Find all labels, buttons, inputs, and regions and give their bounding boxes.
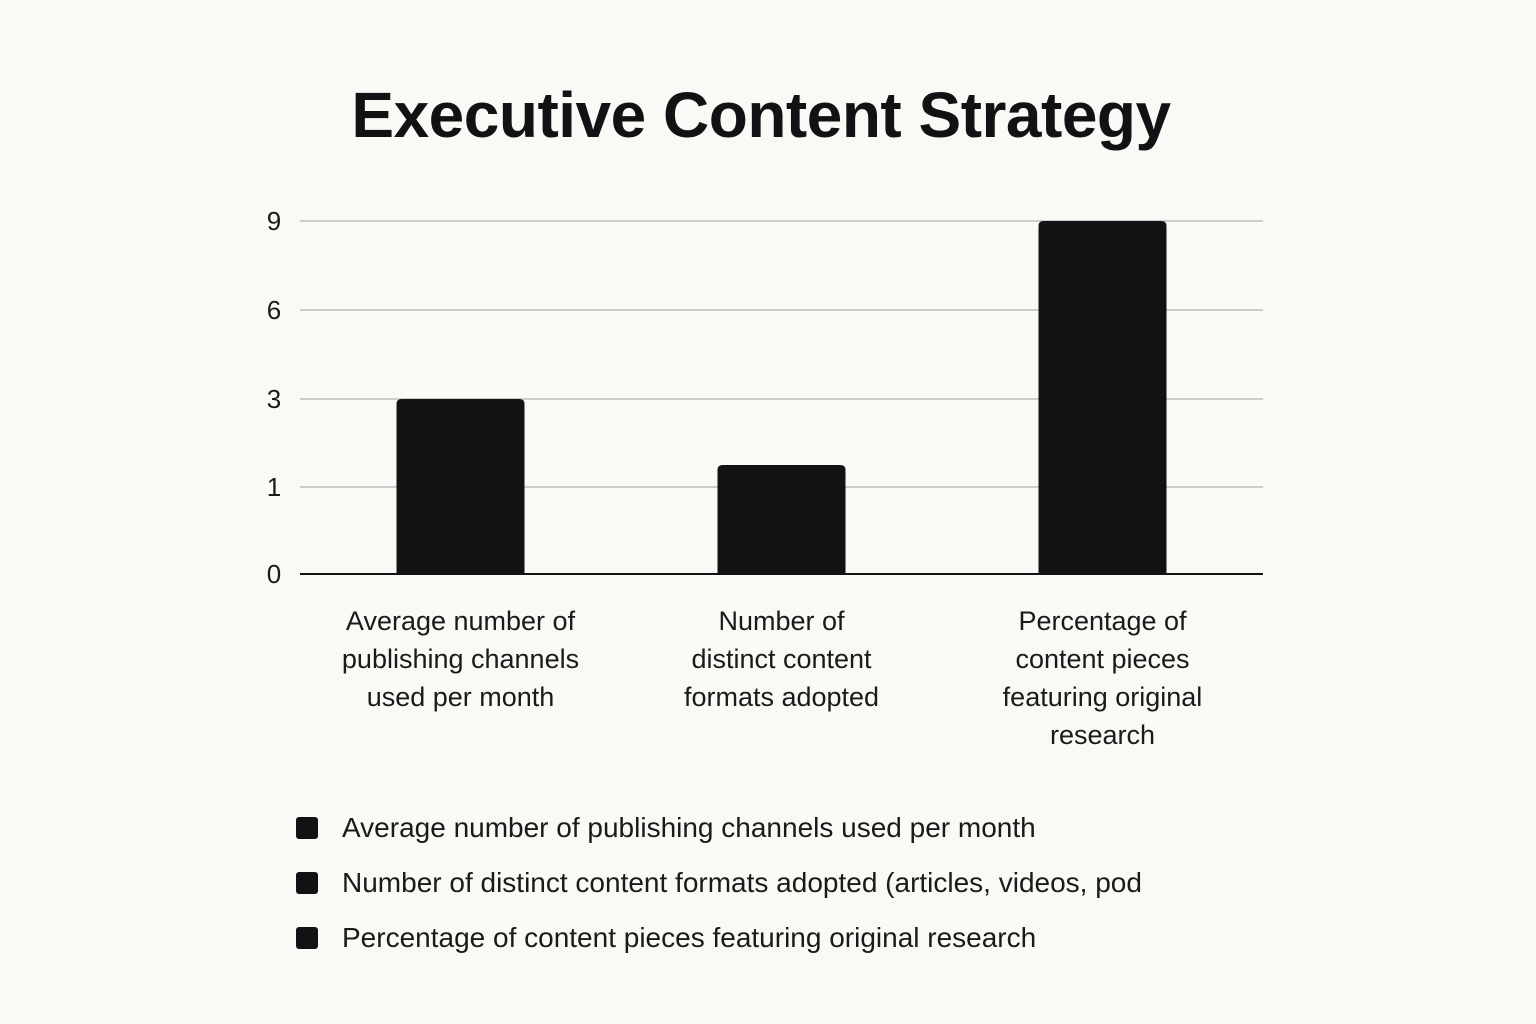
x-category-label: Average number of publishing channels used… (342, 606, 579, 712)
y-tick-label: 1 (267, 472, 281, 502)
legend: Average number of publishing channels us… (296, 800, 1216, 965)
y-tick-label: 0 (267, 559, 281, 589)
legend-item: Average number of publishing channels us… (296, 800, 1216, 855)
x-category-label-line: publishing channels (342, 644, 579, 674)
x-category-label-line: used per month (367, 682, 555, 712)
legend-label: Average number of publishing channels us… (342, 811, 1036, 843)
y-tick-label: 9 (267, 206, 281, 236)
x-category-label-line: distinct content (691, 644, 872, 674)
legend-item: Number of distinct content formats adopt… (296, 855, 1216, 910)
bar (396, 399, 525, 574)
x-category-label-line: content pieces (1015, 644, 1189, 674)
x-category-label-line: Percentage of (1018, 606, 1187, 636)
x-category-label-line: Number of (718, 606, 845, 636)
x-category-label: Percentage of content pieces featuring ori… (1003, 606, 1203, 750)
legend-item: Percentage of content pieces featuring o… (296, 910, 1216, 965)
y-tick-label: 3 (267, 384, 281, 414)
x-category-label-line: featuring original (1003, 682, 1203, 712)
legend-label: Number of distinct content formats adopt… (342, 866, 1142, 898)
x-category-label-line: Average number of (346, 606, 576, 636)
bar (717, 465, 846, 574)
legend-swatch-icon (296, 816, 318, 839)
x-category-label: Number of distinct content formats adopted (684, 606, 879, 712)
bar (1038, 221, 1167, 574)
legend-label: Percentage of content pieces featuring o… (342, 921, 1037, 953)
x-category-label-line: formats adopted (684, 682, 879, 712)
legend-swatch-icon (296, 871, 318, 894)
x-category-label-line: research (1050, 720, 1155, 750)
y-tick-label: 6 (267, 295, 281, 325)
legend-swatch-icon (296, 926, 318, 949)
chart-title: Executive Content Strategy (351, 79, 1171, 151)
